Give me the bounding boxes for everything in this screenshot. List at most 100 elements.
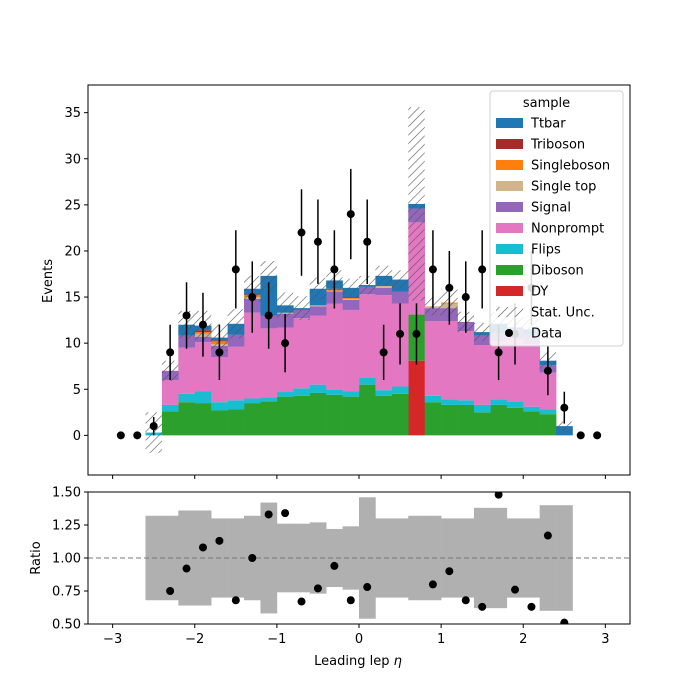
data-point bbox=[379, 348, 388, 357]
bar-nonprompt bbox=[227, 346, 245, 401]
data-point bbox=[198, 320, 207, 329]
bar-diboson bbox=[391, 393, 409, 436]
bar-flips bbox=[194, 391, 212, 404]
legend-entry-singleboson: Singleboson bbox=[531, 159, 610, 174]
bar-flips bbox=[359, 377, 376, 385]
bar-nonprompt bbox=[178, 347, 196, 394]
data-point bbox=[428, 265, 437, 274]
stat-unc-bin bbox=[408, 107, 425, 301]
bar-flips bbox=[457, 400, 475, 405]
ratio-point bbox=[182, 564, 191, 573]
bar-diboson bbox=[293, 395, 311, 436]
legend-entry-triboson: Triboson bbox=[530, 138, 585, 153]
ratio-y-tick-label: 0.75 bbox=[52, 585, 81, 600]
stat-unc-bin bbox=[359, 275, 376, 295]
legend-swatch-singleboson bbox=[496, 160, 523, 170]
bar-flips bbox=[293, 388, 311, 396]
y-tick-label: 5 bbox=[73, 383, 81, 398]
bar-flips bbox=[523, 406, 540, 412]
bar-diboson bbox=[227, 409, 245, 436]
stat-unc-bin bbox=[227, 309, 245, 339]
data-point bbox=[149, 422, 158, 431]
bar-diboson bbox=[161, 411, 179, 436]
stat-unc-bin bbox=[473, 322, 491, 342]
ratio-point bbox=[527, 602, 536, 611]
ratio-y-tick-label: 0.50 bbox=[52, 618, 81, 633]
legend-entry-dy: DY bbox=[531, 285, 548, 300]
bar-nonprompt bbox=[244, 312, 261, 399]
bar-nonprompt bbox=[506, 338, 524, 402]
y-tick-label: 30 bbox=[64, 152, 81, 167]
legend-entry-nonprompt: Nonprompt bbox=[531, 222, 604, 237]
bar-diboson bbox=[506, 407, 524, 436]
x-tick-label: 2 bbox=[519, 632, 527, 647]
data-point bbox=[133, 431, 142, 440]
bar-nonprompt bbox=[473, 345, 491, 405]
bar-triboson bbox=[342, 297, 360, 298]
ratio-point bbox=[264, 510, 273, 519]
data-point bbox=[494, 348, 503, 357]
data-point bbox=[264, 311, 273, 320]
bar-flips bbox=[342, 391, 360, 397]
legend-swatch-dy bbox=[496, 286, 523, 296]
bar-flips bbox=[441, 399, 458, 405]
ratio-y-axis-label: Ratio bbox=[29, 541, 44, 574]
data-point bbox=[560, 403, 569, 412]
bar-signal bbox=[375, 287, 393, 296]
legend-entry-diboson: Diboson bbox=[531, 264, 584, 279]
bar-nonprompt bbox=[293, 318, 311, 389]
bar-flips bbox=[178, 393, 196, 403]
data-point bbox=[297, 228, 306, 237]
data-point bbox=[281, 339, 290, 348]
legend: sample Ttbar Triboson Singleboson Single top… bbox=[489, 90, 624, 347]
ratio-panel: 0.50 0.75 1.00 1.25 1.50 −3 −2 −1 0 1 2 3 bbox=[52, 486, 631, 647]
bar-singleboson bbox=[342, 297, 360, 299]
legend-entry-ttbar: Ttbar bbox=[530, 117, 566, 132]
bar-flips bbox=[211, 402, 228, 411]
y-tick-label: 0 bbox=[73, 429, 81, 444]
ratio-point bbox=[281, 509, 290, 518]
bar-flips bbox=[473, 404, 491, 413]
bar-diboson bbox=[473, 412, 491, 436]
legend-title: sample bbox=[523, 96, 570, 111]
bar-diboson bbox=[244, 403, 261, 436]
ratio-y-tick-label: 1.00 bbox=[52, 552, 81, 567]
bar-signal bbox=[227, 334, 245, 347]
bar-flips bbox=[260, 397, 278, 402]
bar-flips bbox=[506, 401, 524, 408]
ratio-point bbox=[445, 567, 454, 576]
legend-entry-flips: Flips bbox=[531, 243, 561, 258]
bar-signal bbox=[342, 299, 360, 310]
data-point bbox=[461, 293, 470, 302]
bar-diboson bbox=[490, 404, 508, 436]
y-tick-label: 35 bbox=[64, 106, 81, 121]
y-tick-label: 25 bbox=[64, 198, 81, 213]
bar-diboson bbox=[260, 401, 278, 436]
x-axis-label: Leading lep η bbox=[314, 654, 402, 669]
ratio-point bbox=[330, 561, 339, 570]
bar-nonprompt bbox=[441, 321, 458, 400]
bar-diboson bbox=[539, 414, 557, 436]
bar-nonprompt bbox=[457, 331, 475, 401]
bar-diboson bbox=[523, 411, 540, 436]
bar-diboson bbox=[342, 396, 360, 436]
legend-swatch-ttbar bbox=[496, 118, 523, 128]
y-tick-label: 20 bbox=[64, 244, 81, 259]
data-point bbox=[313, 237, 322, 246]
bar-nonprompt bbox=[359, 294, 376, 378]
ratio-points bbox=[166, 492, 569, 624]
x-tick-label: −3 bbox=[103, 632, 122, 647]
bar-signal bbox=[391, 291, 409, 304]
legend-entry-stat-unc: Stat. Unc. bbox=[531, 306, 595, 321]
legend-entry-signal: Signal bbox=[531, 201, 571, 216]
ratio-point bbox=[478, 602, 487, 611]
bar-diboson bbox=[276, 396, 294, 436]
bar-single-top bbox=[375, 285, 393, 288]
y-axis-label: Events bbox=[41, 259, 56, 303]
y-tick-label: 15 bbox=[64, 291, 81, 306]
bar-diboson bbox=[194, 403, 212, 436]
ratio-unc-bin bbox=[359, 497, 376, 619]
bar-flips bbox=[539, 409, 557, 415]
ratio-point bbox=[461, 596, 470, 605]
bar-diboson bbox=[359, 384, 376, 436]
